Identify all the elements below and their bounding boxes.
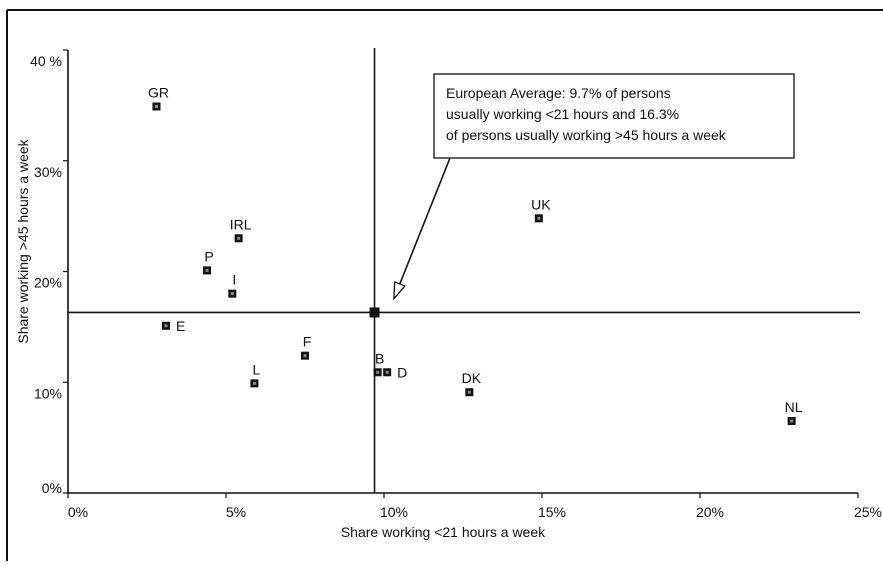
x-tick-label: 0% [68, 504, 88, 520]
annotation-arrowhead [393, 280, 407, 301]
annotation-line-1: European Average: 9.7% of persons [446, 85, 671, 101]
point-label: I [232, 272, 236, 288]
reference-lines [68, 48, 860, 493]
x-tick-label: 15% [538, 504, 566, 520]
point-marker-highlight [790, 419, 794, 423]
point-label: DK [462, 370, 482, 386]
y-axis-ticks: 0% 10% 20% 30% 40 % [30, 49, 68, 496]
data-point-dk: DK [462, 370, 482, 397]
point-marker-highlight [205, 268, 209, 272]
point-label: IRL [230, 216, 252, 232]
frame [6, 9, 883, 561]
y-tick-label: 30% [34, 164, 62, 180]
annotation-line-2: usually working <21 hours and 16.3% [446, 106, 679, 122]
point-marker-highlight [164, 324, 168, 328]
point-marker-highlight [385, 370, 389, 374]
annotation-box [433, 73, 795, 159]
data-point-e: E [161, 318, 185, 334]
annotation-arrow [394, 157, 451, 297]
x-axis-ticks: 0% 5% 10% 15% 20% 25% [67, 493, 882, 520]
point-label: E [176, 318, 185, 334]
point-marker-highlight [537, 216, 541, 220]
x-tick-label: 25% [854, 504, 882, 520]
data-point-i: I [228, 272, 237, 298]
point-marker-highlight [237, 236, 241, 240]
y-tick-label: 0% [42, 480, 62, 496]
point-marker-highlight [252, 381, 256, 385]
annotation-line-3: of persons usually working >45 hours a w… [446, 127, 727, 143]
x-axis-title: Share working <21 hours a week [341, 524, 546, 540]
data-point-d: D [383, 364, 407, 380]
point-label: NL [785, 399, 803, 415]
average-point-marker [369, 307, 380, 318]
point-label: F [303, 334, 312, 350]
point-label: GR [148, 84, 169, 100]
data-point-uk: UK [531, 196, 551, 223]
data-point-irl: IRL [230, 216, 252, 243]
point-label: P [204, 248, 213, 264]
data-point-b: B [373, 350, 384, 377]
point-marker-highlight [154, 104, 158, 108]
x-tick-label: 20% [696, 504, 724, 520]
point-marker-highlight [376, 370, 380, 374]
point-label: L [253, 361, 261, 377]
annotation: European Average: 9.7% of persons usuall… [393, 73, 795, 301]
data-point-l: L [250, 361, 261, 388]
data-point-f: F [301, 334, 311, 360]
y-axis-title: Share working >45 hours a week [15, 138, 31, 343]
x-tick-label: 5% [226, 504, 246, 520]
data-point-p: P [203, 248, 214, 275]
point-marker-highlight [467, 390, 471, 394]
data-point-gr: GR [148, 84, 169, 111]
y-tick-label: 40 % [30, 53, 62, 69]
point-label: UK [531, 196, 551, 212]
y-tick-label: 20% [34, 275, 62, 291]
point-marker-highlight [230, 292, 234, 296]
y-tick-label: 10% [34, 385, 62, 401]
point-marker-highlight [303, 354, 307, 358]
x-tick-label: 10% [380, 504, 408, 520]
data-point-nl: NL [785, 399, 803, 426]
data-points: GR IRL P I E F L BD DK UK NL [148, 84, 803, 426]
point-label: D [397, 364, 407, 380]
point-label: B [375, 350, 384, 366]
